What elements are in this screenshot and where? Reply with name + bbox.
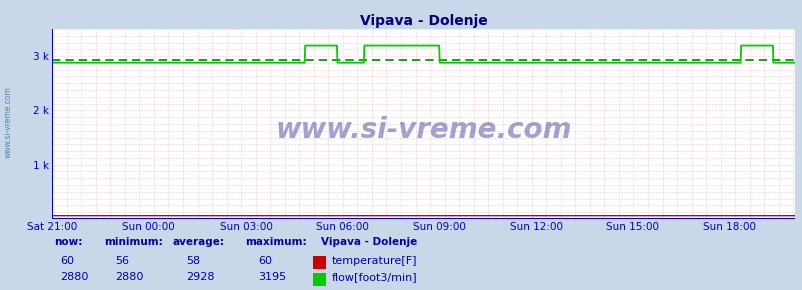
Text: Vipava - Dolenje: Vipava - Dolenje (321, 237, 417, 247)
Text: www.si-vreme.com: www.si-vreme.com (275, 116, 571, 144)
Text: 2880: 2880 (115, 272, 143, 282)
Text: www.si-vreme.com: www.si-vreme.com (3, 86, 13, 158)
Text: temperature[F]: temperature[F] (331, 256, 416, 266)
Text: 58: 58 (186, 256, 200, 266)
Text: 60: 60 (60, 256, 74, 266)
Text: average:: average: (172, 237, 225, 247)
Text: 3195: 3195 (258, 272, 286, 282)
Text: minimum:: minimum: (104, 237, 163, 247)
Text: 56: 56 (115, 256, 128, 266)
Text: 2928: 2928 (186, 272, 214, 282)
Text: 2880: 2880 (60, 272, 88, 282)
Title: Vipava - Dolenje: Vipava - Dolenje (359, 14, 487, 28)
Text: 60: 60 (258, 256, 272, 266)
Text: flow[foot3/min]: flow[foot3/min] (331, 272, 417, 282)
Text: maximum:: maximum: (245, 237, 306, 247)
Text: now:: now: (55, 237, 83, 247)
